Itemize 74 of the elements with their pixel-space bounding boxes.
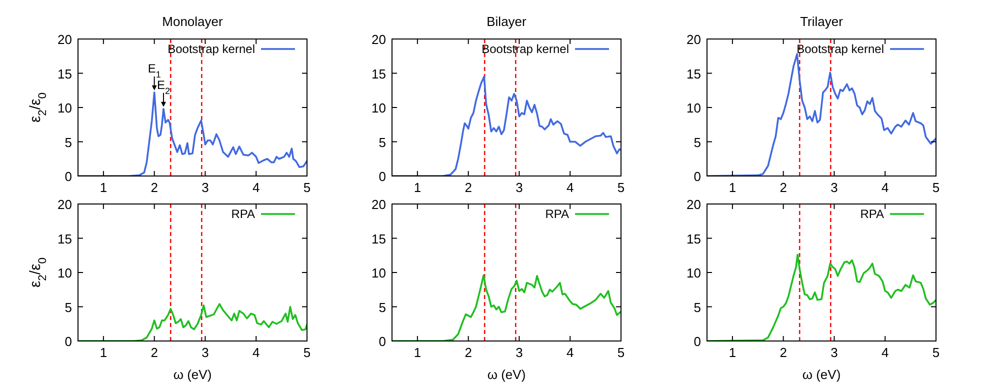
y-tick-label: 0 (64, 334, 72, 349)
x-axis-title: ω (eV) (173, 367, 212, 382)
y-tick-label: 0 (64, 169, 72, 184)
y-tick-label: 15 (58, 231, 72, 246)
y-tick-label: 20 (686, 32, 701, 47)
y-tick-label: 0 (694, 334, 701, 349)
y-tick-label: 10 (58, 100, 72, 116)
x-tick-label: 5 (617, 180, 625, 195)
y-tick-label: 5 (378, 134, 386, 150)
x-tick-label: 1 (100, 345, 108, 360)
y-tick-label: 15 (58, 66, 72, 82)
chart-title: Bilayer (486, 14, 528, 29)
x-axis-title: ω (eV) (802, 367, 841, 382)
x-tick-label: 3 (830, 345, 838, 360)
y-tick-label: 10 (686, 100, 701, 116)
x-tick-label: 1 (100, 180, 108, 195)
y-tick-label: 20 (58, 32, 72, 47)
x-tick-label: 1 (414, 180, 422, 195)
y-tick-label: 15 (372, 231, 386, 246)
x-axis-title: ω (eV) (487, 367, 526, 382)
x-tick-label: 2 (780, 180, 787, 195)
x-tick-label: 5 (932, 345, 940, 360)
y-tick-label: 0 (378, 169, 386, 184)
x-tick-label: 2 (150, 180, 158, 195)
y-tick-label: 15 (372, 66, 386, 82)
x-tick-label: 5 (617, 345, 625, 360)
y-tick-label: 10 (58, 266, 72, 280)
x-tick-label: 3 (202, 345, 209, 360)
x-tick-label: 4 (881, 345, 889, 360)
series-label: Bootstrap kernel (482, 42, 569, 56)
x-tick-label: 4 (252, 180, 260, 195)
y-tick-label: 5 (694, 300, 701, 315)
x-tick-label: 1 (728, 345, 736, 360)
text: RPA (545, 207, 569, 221)
y-tick-label: 20 (686, 197, 701, 212)
chart-title: Monolayer (162, 14, 224, 29)
y-tick-label: 15 (686, 231, 701, 246)
x-tick-label: 3 (202, 180, 209, 195)
y-tick-label: 5 (694, 134, 701, 150)
y-tick-label: 20 (372, 32, 386, 47)
y-tick-label: 10 (372, 266, 386, 280)
x-tick-label: 4 (566, 345, 574, 360)
x-tick-label: 1 (414, 345, 422, 360)
annotation: E$_{1}$ (148, 61, 161, 80)
y-tick-label: 5 (64, 300, 72, 315)
series-label: Bootstrap kernel (796, 42, 884, 56)
x-tick-label: 3 (516, 345, 523, 360)
text: RPA (231, 207, 255, 221)
y-tick-label: 10 (372, 100, 386, 116)
x-tick-label: 5 (303, 180, 311, 195)
x-tick-label: 4 (566, 180, 574, 195)
text: Bootstrap kernel (168, 42, 255, 56)
text: RPA (860, 207, 884, 221)
x-tick-label: 2 (780, 345, 787, 360)
x-tick-label: 2 (150, 345, 158, 360)
x-tick-label: 2 (464, 345, 472, 360)
y-tick-label: 20 (58, 197, 72, 212)
x-tick-label: 2 (464, 180, 472, 195)
y-tick-label: 15 (686, 66, 701, 82)
y-tick-label: 0 (378, 334, 386, 349)
y-tick-label: 5 (378, 300, 386, 315)
x-tick-label: 3 (516, 180, 523, 195)
y-tick-label: 5 (64, 134, 72, 150)
x-tick-label: 5 (932, 180, 940, 195)
y-tick-label: 0 (694, 169, 701, 184)
x-tick-label: 1 (728, 180, 736, 195)
x-tick-label: 4 (252, 345, 260, 360)
x-tick-label: 3 (830, 180, 838, 195)
annotation: E$_{2}$ (156, 78, 170, 96)
x-tick-label: 4 (881, 180, 889, 195)
x-tick-label: 5 (303, 345, 311, 360)
y-tick-label: 10 (686, 266, 701, 280)
y-tick-label: 20 (372, 197, 386, 212)
chart-title: Trilayer (800, 14, 844, 29)
